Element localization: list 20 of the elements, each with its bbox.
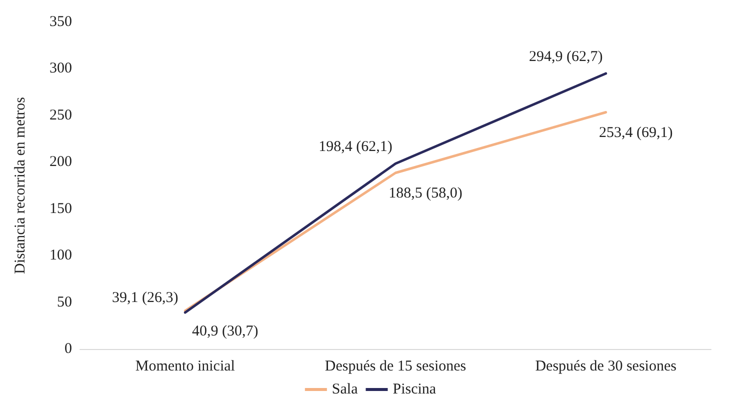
data-label: 253,4 (69,1) — [598, 124, 673, 141]
y-tick-label: 200 — [50, 154, 72, 170]
x-tick-label: Después de 30 sesiones — [535, 358, 677, 374]
data-label: 294,9 (62,7) — [528, 48, 603, 65]
data-label: 188,5 (58,0) — [388, 185, 462, 202]
data-label: 39,1 (26,3) — [112, 290, 178, 306]
legend-label: Sala — [332, 382, 358, 398]
y-tick-label: 350 — [50, 14, 72, 30]
x-tick-label: Momento inicial — [135, 358, 235, 374]
y-tick-label: 0 — [64, 341, 72, 357]
y-tick-label: 300 — [50, 60, 72, 77]
legend-label: Piscina — [392, 382, 436, 398]
y-tick-label: 250 — [50, 107, 72, 124]
data-label: 198,4 (62,1) — [318, 139, 392, 156]
y-tick-label: 50 — [57, 294, 72, 310]
x-tick-label: Después de 15 sesiones — [324, 358, 466, 374]
y-tick-label: 150 — [50, 200, 72, 217]
data-label: 40,9 (30,7) — [192, 323, 258, 340]
y-tick-label: 100 — [50, 248, 72, 264]
y-axis-title: Distancia recorrida en metros — [12, 96, 28, 274]
